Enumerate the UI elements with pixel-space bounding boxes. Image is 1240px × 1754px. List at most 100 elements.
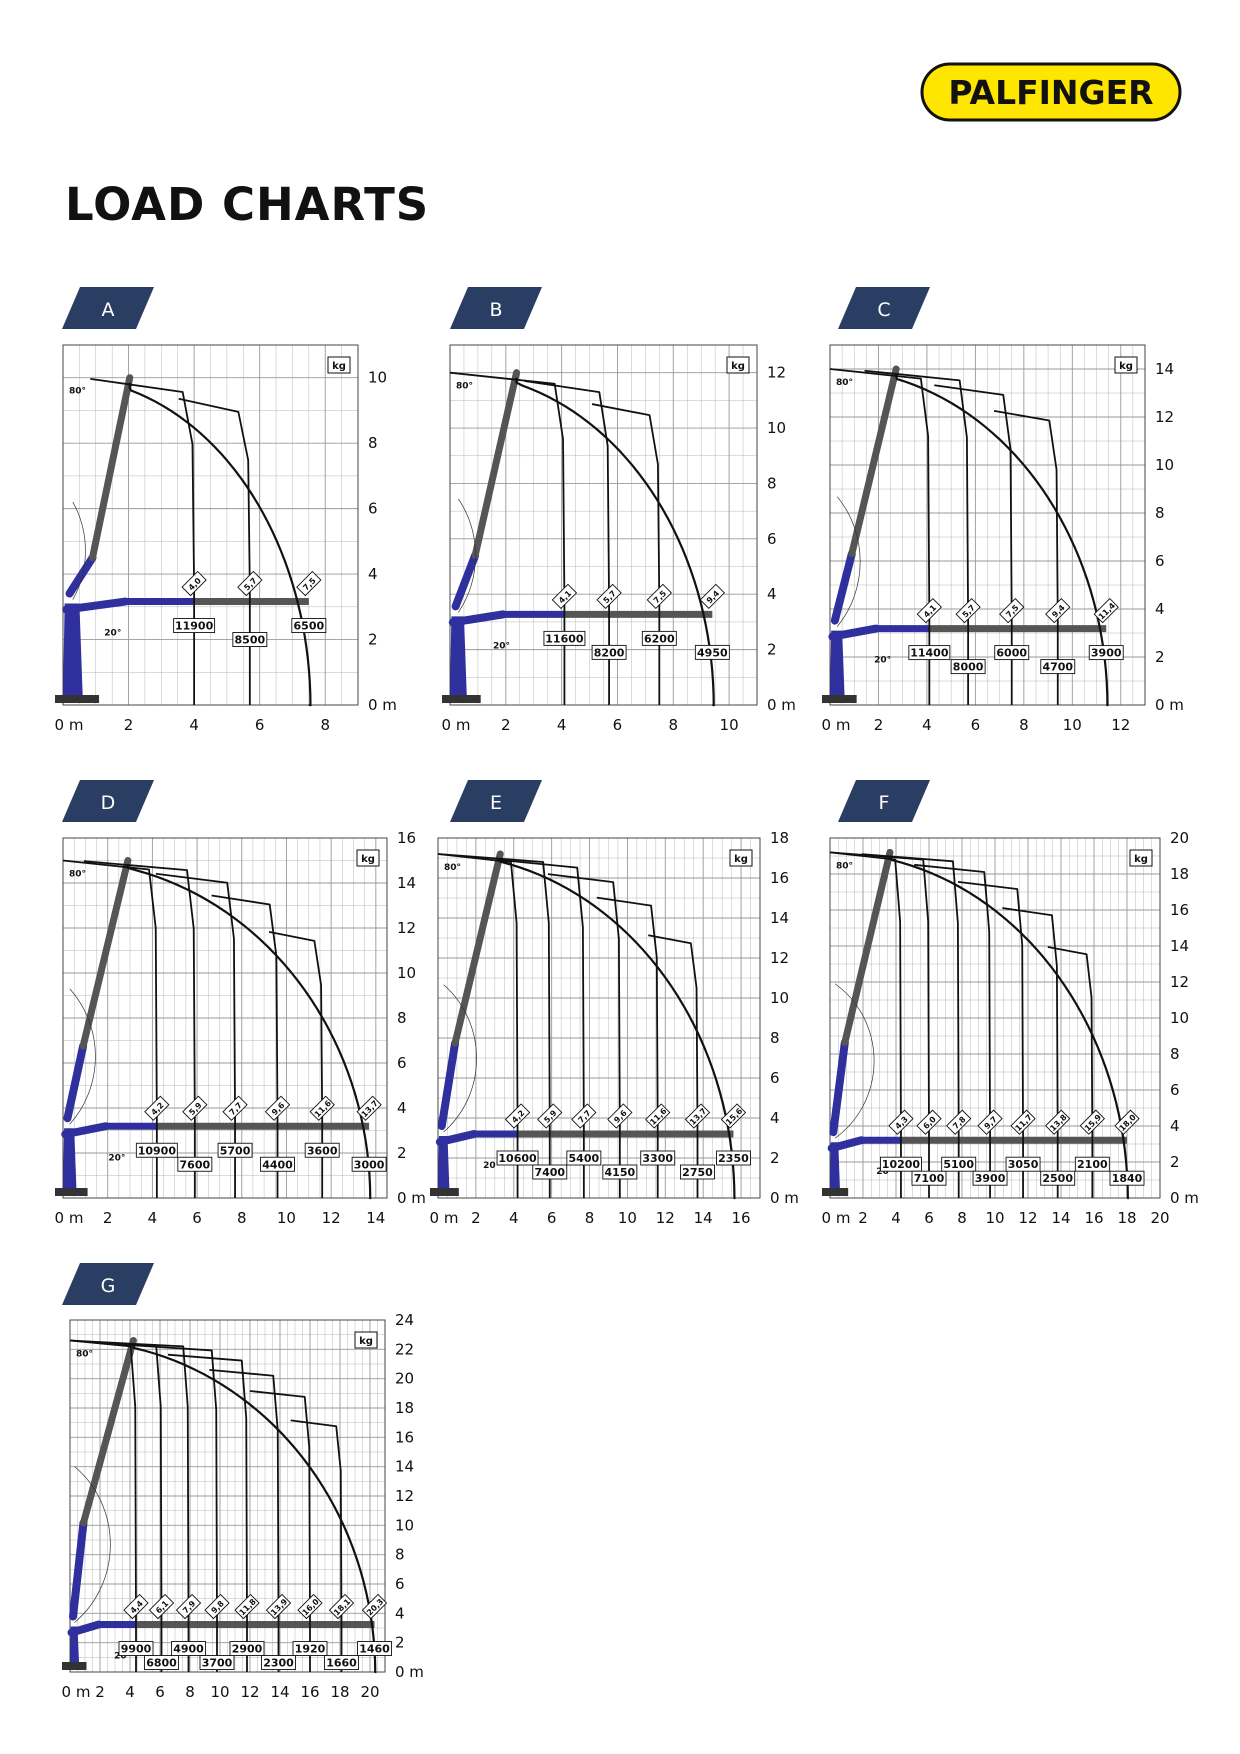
y-tick-label: 2 [368,631,378,649]
y-tick-label: 8 [395,1546,405,1564]
y-tick-label: 0 m [1170,1189,1199,1207]
y-tick-label: 10 [368,369,387,387]
chart-tab [62,1263,154,1305]
x-tick-label: 0 m [822,716,851,734]
reach-tag-box [182,1095,208,1121]
y-tick-label: 12 [770,949,789,967]
reach-tag-box [297,1593,323,1620]
y-tick-label: 4 [770,1109,780,1127]
y-tick-label: 14 [395,1458,414,1476]
y-tick-label: 14 [397,874,416,892]
x-tick-label: 2 [471,1209,481,1227]
load-box [1040,1170,1076,1186]
reach-tag: 16,0 [297,1593,323,1620]
load-box [324,1655,359,1670]
slew-arc [72,501,86,600]
reach-tag: 7,9 [175,1593,202,1620]
angle-label-20: 20° [874,656,891,666]
reach-tag-box [1045,1109,1071,1135]
y-tick-label: 10 [767,419,786,437]
raised-boom-inner [63,1042,88,1123]
angle-label-80: 80° [76,1350,93,1360]
reach-tag-box [1093,597,1119,624]
load-curve [648,934,699,1198]
load-curve [290,1419,343,1672]
unit-box [356,849,380,867]
reach-tag-box [1045,597,1071,624]
load-curve [596,896,659,1198]
reach-tag: 9,8 [204,1593,230,1620]
reach-tag-box [888,1109,914,1135]
plot-frame [62,837,388,1199]
reach-tag: 9,4 [699,583,726,610]
reach-tag-box [999,597,1025,624]
reach-tag-box [309,1095,335,1121]
load-label: 1840 [1112,1172,1143,1185]
x-tick-label: 10 [985,1209,1004,1227]
crane-base [442,695,481,703]
y-tick-label: 14 [1170,937,1189,955]
x-tick-label: 6 [255,716,265,734]
load-curve [211,894,279,1198]
load-box [1109,1170,1145,1186]
x-tick-label: 10 [618,1209,637,1227]
load-label: 5400 [569,1152,600,1165]
raised-boom-outer [841,848,894,1046]
load-label: 3700 [202,1657,233,1670]
x-tick-label: 16 [732,1209,751,1227]
load-curve [69,1339,190,1672]
angle-label-20: 20° [114,1652,131,1662]
y-tick-label: 16 [397,829,416,847]
y-tick-label: 12 [1170,973,1189,991]
load-curve [547,873,621,1198]
x-tick-label: 16 [1084,1209,1103,1227]
crane-base [62,1662,87,1670]
plot-frame [829,344,1146,706]
load-label: 8200 [594,646,625,659]
y-tick-label: 6 [395,1575,405,1593]
load-curve [249,1390,311,1672]
y-tick-label: 6 [770,1069,780,1087]
load-box [229,1641,265,1656]
x-tick-label: 8 [237,1209,247,1227]
load-box [972,1170,1008,1186]
y-tick-label: 8 [770,1029,780,1047]
reach-tag-box [916,597,943,624]
load-label: 11900 [175,620,214,633]
angle-label-20: 20° [104,629,121,639]
raised-boom-outer [848,365,900,558]
reach-tag-box [1114,1109,1140,1135]
x-tick-label: 8 [585,1209,595,1227]
crane-column [63,1128,77,1188]
y-tick-label: 16 [395,1428,414,1446]
angle-label-20: 20° [493,641,510,651]
unit-label: kg [332,361,346,372]
y-tick-label: 10 [395,1516,414,1534]
x-tick-label: 2 [124,716,134,734]
chart-tab-label: B [489,299,502,321]
y-tick-label: 0 m [770,1189,799,1207]
angle-label-80: 80° [456,382,473,392]
reach-tag-box [699,583,726,610]
logo-badge [920,62,1182,122]
reach-tag-box [646,583,672,610]
load-label: 5700 [220,1144,251,1157]
reach-tag-box [504,1103,531,1129]
reach-tag-box [977,1109,1003,1135]
reach-tag-box [237,570,263,597]
x-tick-label: 4 [557,716,567,734]
inner-boom [827,1136,866,1153]
raised-boom-outer [89,374,134,562]
load-box [232,632,268,647]
load-curve [1002,907,1059,1198]
load-label: 2300 [263,1657,294,1670]
x-tick-label: 2 [95,1683,105,1701]
load-label: 3300 [642,1152,673,1165]
reach-envelope [515,377,715,707]
load-curve [83,860,196,1198]
y-tick-label: 8 [397,1009,407,1027]
angle-label-20: 20° [876,1167,893,1177]
